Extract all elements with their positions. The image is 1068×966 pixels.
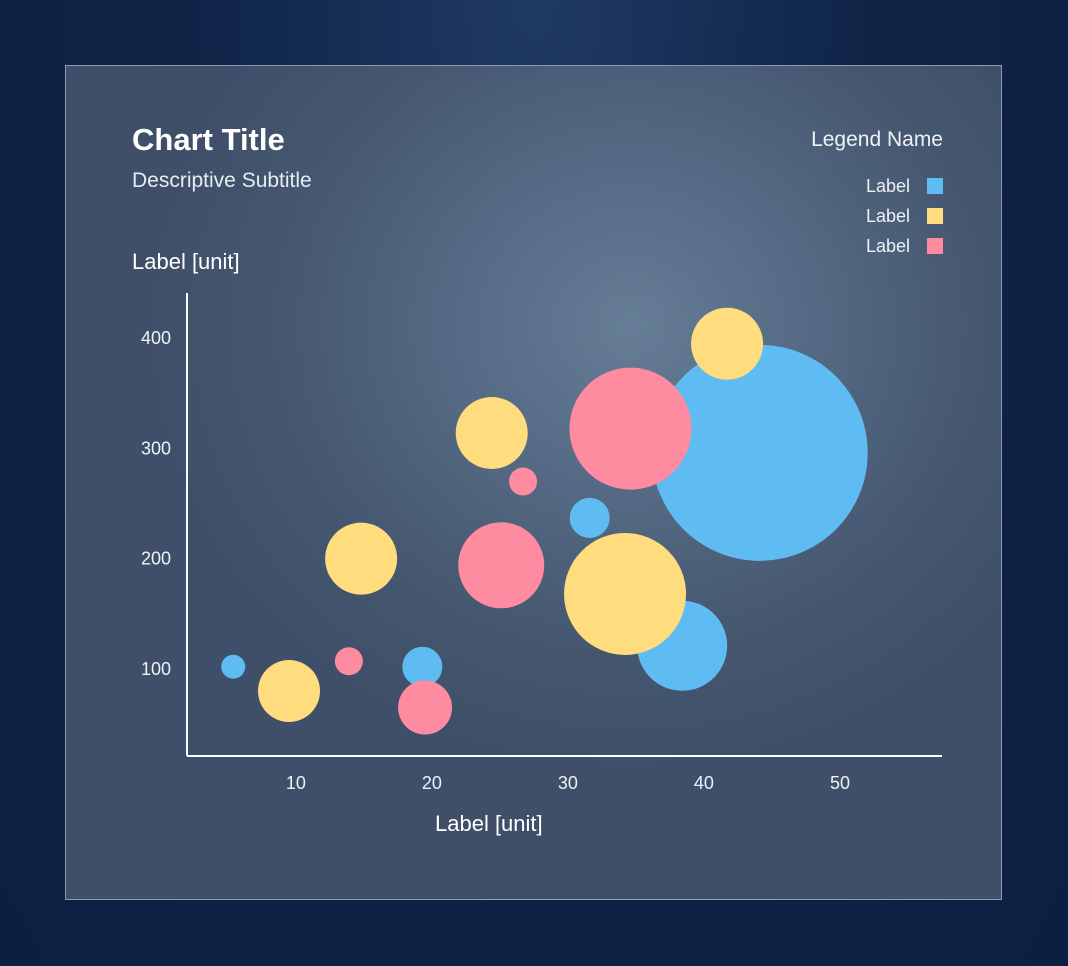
y-tick-label: 400 (141, 328, 171, 348)
legend-item: Label (866, 171, 943, 201)
legend-title: Legend Name (811, 128, 943, 151)
bubble (691, 307, 764, 380)
bubble-plot: 10 20 30 40 50 100 200 300 400 (141, 293, 942, 793)
chart-card: Chart Title Descriptive Subtitle Legend … (65, 65, 1002, 900)
bubble (258, 659, 321, 722)
chart-title: Chart Title (132, 122, 285, 157)
bubble (569, 497, 610, 538)
chart-subtitle: Descriptive Subtitle (132, 169, 312, 192)
legend-label: Label (865, 175, 910, 196)
y-axis-label: Label [unit] (132, 249, 240, 274)
bubble (334, 647, 363, 676)
bubble (221, 654, 246, 679)
y-tick-label: 200 (141, 549, 171, 569)
x-axis-label: Label [unit] (435, 811, 543, 836)
x-tick-label: 50 (830, 773, 850, 793)
bubble (569, 367, 692, 490)
legend-item: Label (866, 201, 943, 231)
bubble (509, 467, 538, 496)
y-tick-label: 300 (141, 438, 171, 458)
legend-swatch (927, 178, 943, 194)
legend-swatch (927, 208, 943, 224)
bubble (402, 646, 443, 687)
bubble (651, 344, 868, 561)
x-tick-label: 10 (286, 773, 306, 793)
bubble (325, 522, 398, 595)
legend-item: Label (866, 231, 943, 261)
bubble (398, 680, 453, 735)
legend-swatch (927, 238, 943, 254)
bubble (564, 532, 687, 655)
legend-label: Label (865, 235, 910, 256)
legend-label: Label (865, 205, 910, 226)
bubble (455, 397, 528, 470)
x-tick-label: 20 (422, 773, 442, 793)
x-tick-label: 40 (694, 773, 714, 793)
legend: Label Label Label (866, 171, 943, 261)
y-tick-label: 100 (141, 659, 171, 679)
x-tick-label: 30 (558, 773, 578, 793)
bubble (458, 522, 545, 609)
